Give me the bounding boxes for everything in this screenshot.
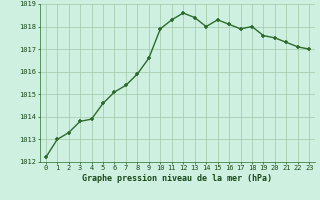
- X-axis label: Graphe pression niveau de la mer (hPa): Graphe pression niveau de la mer (hPa): [83, 174, 273, 183]
